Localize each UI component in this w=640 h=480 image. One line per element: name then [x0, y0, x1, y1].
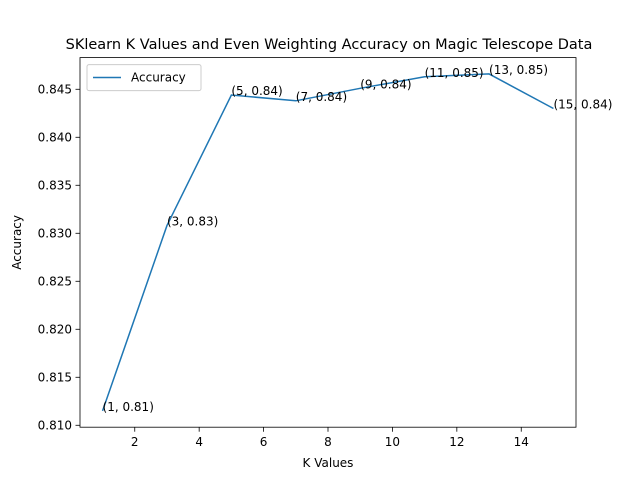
point-annotation: (3, 0.83) — [167, 215, 218, 229]
y-tick-label: 0.820 — [38, 322, 72, 336]
point-annotation: (11, 0.85) — [425, 66, 484, 80]
x-tick-label: 6 — [260, 435, 268, 449]
point-annotation: (7, 0.84) — [296, 90, 347, 104]
plot-area — [80, 57, 576, 428]
y-tick-label: 0.825 — [38, 274, 72, 288]
legend-box — [86, 64, 202, 92]
y-axis-ticks: 0.810 0.815 0.820 0.825 0.830 0.835 0.840 0.845 — [38, 82, 80, 432]
y-tick-label: 0.830 — [38, 226, 72, 240]
point-annotation: (5, 0.84) — [231, 84, 282, 98]
y-tick-label: 0.810 — [38, 418, 72, 432]
y-tick-label: 0.815 — [38, 370, 72, 384]
legend-label: Accuracy — [131, 71, 186, 85]
y-tick-label: 0.840 — [38, 130, 72, 144]
y-axis-label: Accuracy — [10, 215, 24, 270]
point-annotation: (9, 0.84) — [360, 77, 411, 91]
legend: Accuracy — [86, 64, 202, 92]
x-tick-label: 12 — [449, 435, 464, 449]
x-tick-label: 4 — [195, 435, 203, 449]
point-annotations: (1, 0.81) (3, 0.83) (5, 0.84) (7, 0.84) (9, … — [103, 63, 613, 414]
chart-title: SKlearn K Values and Even Weighting Accu… — [66, 37, 593, 53]
point-annotation: (13, 0.85) — [489, 63, 548, 77]
x-tick-label: 10 — [385, 435, 400, 449]
x-tick-label: 8 — [324, 435, 332, 449]
accuracy-series-line — [101, 73, 554, 412]
x-tick-label: 2 — [131, 435, 139, 449]
x-tick-label: 14 — [514, 435, 529, 449]
y-tick-label: 0.845 — [38, 82, 72, 96]
point-annotation: (1, 0.81) — [103, 400, 154, 414]
x-axis-label: K Values — [303, 456, 354, 470]
plot-frame — [79, 57, 577, 428]
x-axis-ticks: 2 4 6 8 10 12 14 — [131, 427, 529, 449]
point-annotation: (15, 0.84) — [553, 97, 612, 111]
y-tick-label: 0.835 — [38, 178, 72, 192]
